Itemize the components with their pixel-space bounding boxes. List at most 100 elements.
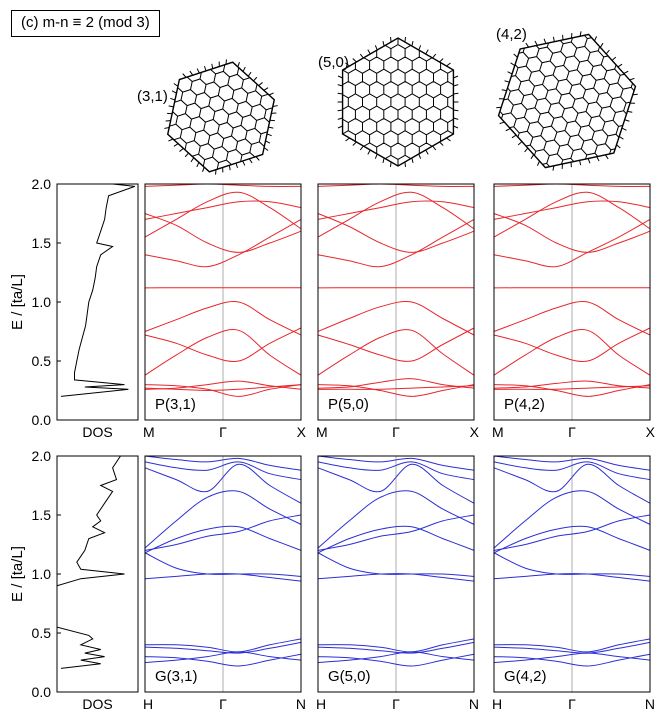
flake-edge-bond: [425, 49, 429, 55]
x-tick-label: X: [470, 424, 480, 440]
band-line: [317, 384, 475, 397]
flake-edge-bond: [411, 41, 414, 47]
flake-hexagons: [342, 38, 454, 166]
flake-outline: [341, 37, 455, 167]
y-tick-label: 0.0: [32, 412, 52, 428]
panel-label-bg: [324, 394, 392, 414]
flake-edge-bond: [337, 84, 343, 87]
flake-edge-bond: [552, 165, 555, 171]
y-tick-label: 2.0: [32, 448, 52, 464]
band-line: [317, 455, 475, 471]
flake-edge-bond: [501, 89, 507, 92]
flake-edge-bond: [611, 56, 617, 61]
band-panel-2: P(5,0)M Γ X: [316, 183, 480, 440]
x-tick-label: H: [316, 696, 326, 712]
flake-edge-bond: [184, 152, 189, 158]
panel-frame: [317, 455, 475, 693]
band-line: [493, 573, 651, 582]
flake-edge-bond: [418, 45, 422, 51]
x-tick-label: M: [492, 424, 504, 440]
flake-edge-bond: [253, 76, 258, 82]
band-line: [144, 218, 302, 268]
band-line: [144, 327, 302, 362]
flake-edge-bond: [453, 92, 459, 95]
band-line: [144, 653, 302, 667]
band-line: [317, 327, 475, 362]
band-line: [317, 461, 475, 481]
y-tick-label: 1.0: [32, 566, 52, 582]
flake-edge-bond: [255, 156, 260, 161]
band-line: [317, 490, 475, 549]
band-line: [493, 380, 651, 389]
band-line: [493, 327, 651, 362]
band-line: [493, 653, 651, 667]
flake-edge-bond: [168, 105, 174, 108]
flake-edge-bond: [352, 58, 357, 63]
band-line: [493, 638, 651, 653]
panel-label: P(5,0): [328, 396, 369, 413]
band-panel-3: P(4,2)M Γ X: [492, 183, 656, 440]
flake-edge-bond: [605, 49, 610, 55]
panel-frame: [493, 183, 651, 421]
flake-edge-bond: [203, 65, 207, 72]
band-line: [493, 461, 651, 481]
band-line: [493, 213, 651, 253]
flake-edge-bond: [505, 128, 511, 132]
band-line: [144, 525, 302, 554]
flake-edge-bond: [164, 126, 170, 129]
y-tick-label: 1.5: [32, 235, 52, 251]
flake-edge-bond: [552, 36, 555, 42]
band-line: [144, 514, 302, 551]
flake-edge-bond: [337, 117, 343, 120]
flake-edge-bond: [171, 90, 177, 94]
flake-edge-bond: [359, 145, 364, 151]
flake-edge-bond: [587, 158, 591, 164]
flake-edge-bond: [374, 153, 378, 159]
band-line: [144, 301, 302, 336]
flake-2: [337, 36, 459, 168]
flake-edge-bond: [616, 144, 621, 149]
flake-edge-bond: [446, 137, 451, 142]
y-axis-label: E / [ta/L]: [9, 274, 26, 330]
panel-label-bg: [324, 666, 392, 686]
band-line: [317, 638, 475, 653]
flake-edge-bond: [173, 83, 179, 87]
band-line: [144, 490, 302, 549]
flake-edge-bond: [629, 77, 635, 81]
panel-frame: [144, 183, 302, 421]
flake-edge-bond: [390, 36, 392, 43]
band-panel-3: G(4,2)H Γ N: [492, 455, 655, 712]
flake-edge-bond: [196, 162, 200, 168]
flake-edge-bond: [627, 110, 633, 113]
y-tick-label: 0.5: [32, 353, 52, 369]
band-line: [493, 652, 651, 663]
flake-edge-bond: [617, 63, 623, 68]
flake-edge-bond: [504, 80, 510, 83]
flake-edge-bond: [182, 73, 187, 78]
band-line: [144, 455, 302, 471]
flake-edge-bond: [530, 154, 535, 160]
band-panel-2: G(5,0)H Γ N: [316, 455, 479, 712]
dos-curve: [56, 455, 125, 669]
panel-label-bg: [500, 394, 568, 414]
panel-label: G(4,2): [504, 668, 547, 685]
flake-edge-bond: [517, 141, 523, 146]
flake-edge-bond: [345, 137, 350, 142]
band-line: [317, 525, 475, 554]
band-line: [144, 384, 302, 397]
flake-outline: [497, 33, 637, 169]
band-line: [493, 552, 651, 577]
band-line: [317, 463, 475, 504]
band-line: [317, 301, 475, 336]
flake-edge-bond: [263, 147, 269, 151]
flake-edge-bond: [624, 119, 630, 122]
flake-edge-bond: [621, 127, 627, 131]
flake-edge-bond: [604, 154, 609, 160]
band-panel-1: P(3,1)M Γ X: [143, 183, 307, 440]
flake-edge-bond: [337, 75, 343, 79]
flake-edge-bond: [367, 149, 371, 155]
band-line: [144, 384, 302, 392]
panel-label-bg: [500, 666, 568, 686]
flake-edge-bond: [418, 153, 422, 159]
flake-edge-bond: [248, 158, 253, 164]
